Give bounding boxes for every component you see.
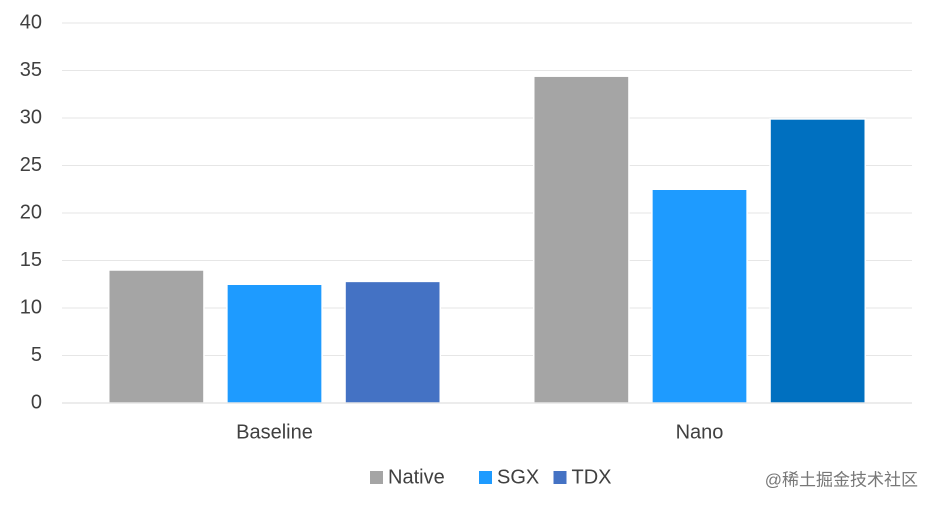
legend-swatch — [370, 471, 383, 484]
y-tick-label: 40 — [20, 11, 42, 33]
watermark: @稀土掘金技术社区 — [765, 470, 918, 489]
x-tick-label: Baseline — [236, 421, 313, 443]
bar — [344, 280, 441, 404]
bar — [769, 118, 866, 404]
legend-label: Native — [388, 466, 445, 488]
y-tick-label: 35 — [20, 59, 42, 81]
bar — [533, 75, 630, 404]
bar — [226, 283, 323, 404]
legend-swatch — [553, 471, 567, 484]
bar — [108, 269, 205, 404]
y-tick-label: 10 — [20, 296, 42, 318]
legend-label: TDX — [572, 466, 612, 488]
legend-label: SGX — [497, 466, 539, 488]
bar — [651, 188, 748, 404]
legend-swatch — [479, 471, 492, 484]
y-tick-label: 25 — [20, 154, 42, 176]
y-tick-label: 30 — [20, 106, 42, 128]
y-tick-label: 20 — [20, 201, 42, 223]
y-tick-label: 0 — [31, 391, 42, 413]
x-tick-label: Nano — [676, 421, 724, 443]
y-tick-label: 15 — [20, 249, 42, 271]
y-tick-label: 5 — [31, 344, 42, 366]
